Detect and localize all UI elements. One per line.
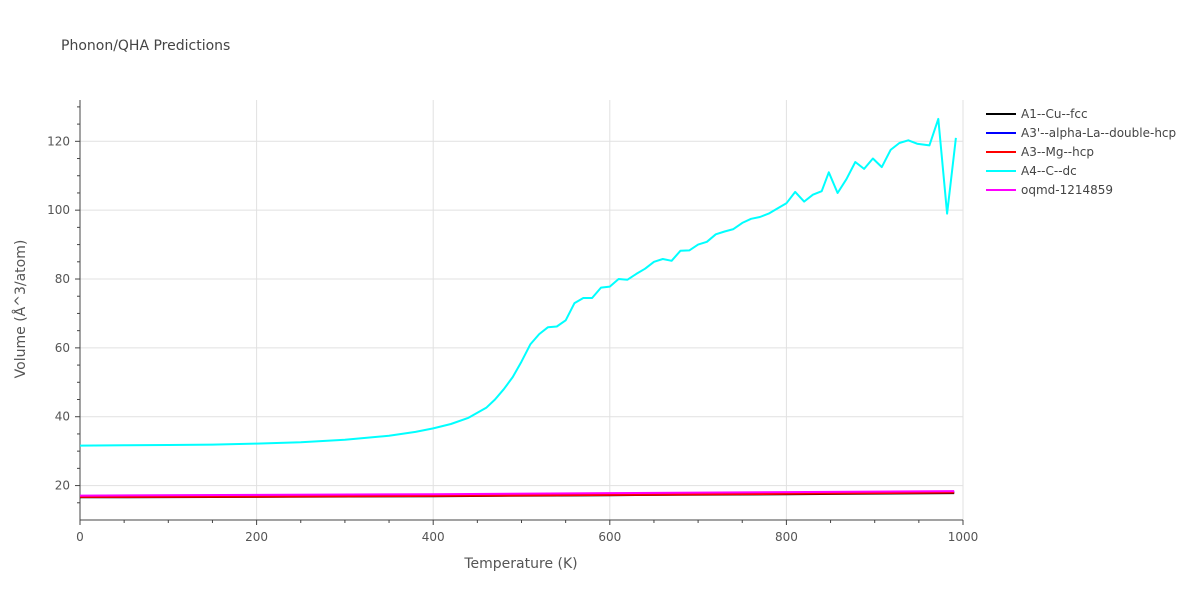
legend-item[interactable]: A3--Mg--hcp bbox=[986, 145, 1094, 159]
legend-item[interactable]: A4--C--dc bbox=[986, 164, 1077, 178]
ticks-layer: 0 200 400 600 800 1000 20 40 60 80 100 120 bbox=[47, 134, 978, 544]
x-tick-label: 0 bbox=[76, 530, 84, 544]
y-tick-label: 60 bbox=[55, 341, 70, 355]
y-axis-label: Volume (Å^3/atom) bbox=[12, 240, 29, 379]
legend-item[interactable]: A1--Cu--fcc bbox=[986, 107, 1088, 121]
y-tick-label: 80 bbox=[55, 272, 70, 286]
x-tick-label: 200 bbox=[245, 530, 268, 544]
y-tick-label: 120 bbox=[47, 134, 70, 148]
legend-label: A3'--alpha-La--double-hcp bbox=[1021, 126, 1176, 140]
y-tick-label: 20 bbox=[55, 479, 70, 493]
x-tick-label: 1000 bbox=[948, 530, 979, 544]
grid-layer bbox=[80, 100, 964, 520]
x-tick-label: 400 bbox=[422, 530, 445, 544]
x-tick-label: 800 bbox=[775, 530, 798, 544]
y-tick-label: 100 bbox=[47, 203, 70, 217]
legend: A1--Cu--fcc A3'--alpha-La--double-hcp A3--… bbox=[986, 107, 1176, 197]
axes-layer bbox=[75, 100, 964, 525]
x-tick-label: 600 bbox=[598, 530, 621, 544]
chart-title: Phonon/QHA Predictions bbox=[61, 38, 230, 54]
legend-label: A3--Mg--hcp bbox=[1021, 145, 1094, 159]
legend-label: A1--Cu--fcc bbox=[1021, 107, 1088, 121]
plot-area bbox=[80, 117, 957, 499]
series-layer bbox=[80, 117, 957, 499]
series-line-a3-mg-hcp bbox=[80, 491, 955, 498]
legend-item[interactable]: A3'--alpha-La--double-hcp bbox=[986, 126, 1176, 140]
series-line-oqmd-1214859 bbox=[80, 490, 955, 497]
x-axis-label: Temperature (K) bbox=[463, 556, 577, 572]
y-tick-label: 40 bbox=[55, 410, 70, 424]
legend-item[interactable]: oqmd-1214859 bbox=[986, 183, 1113, 197]
legend-label: oqmd-1214859 bbox=[1021, 183, 1113, 197]
legend-label: A4--C--dc bbox=[1021, 164, 1077, 178]
series-line-a4-c-dc bbox=[80, 117, 957, 447]
